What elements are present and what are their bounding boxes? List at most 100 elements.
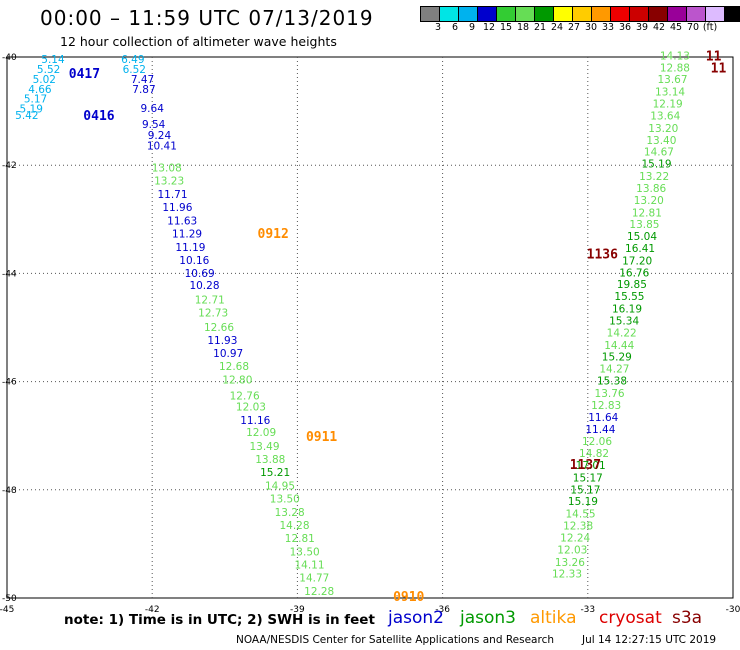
wave-height-value: 12.38	[563, 521, 593, 533]
legend-cryosat: cryosat	[599, 608, 662, 628]
color-scale-label: 45	[669, 22, 683, 33]
pass-time-label: 0911	[306, 430, 337, 445]
wave-height-value: 13.85	[629, 219, 659, 231]
pass-time-label: 0417	[69, 67, 100, 82]
x-tick-label: -39	[290, 605, 305, 615]
wave-height-value: 13.49	[249, 441, 279, 453]
wave-height-value: 12.33	[552, 569, 582, 581]
color-scale-label: 3	[434, 22, 442, 33]
wave-height-value: 12.88	[660, 62, 690, 74]
wave-height-value: 13.88	[255, 454, 285, 466]
color-scale-label: 70	[686, 22, 700, 33]
wave-height-value: 13.76	[595, 388, 625, 400]
x-tick-label: -30	[726, 605, 740, 615]
y-tick-label: -44	[2, 269, 17, 279]
color-scale-label: 21	[533, 22, 547, 33]
wave-height-value: 16.41	[625, 243, 655, 255]
wave-height-value: 11.64	[588, 412, 618, 424]
wave-height-value: 12.09	[246, 427, 276, 439]
wave-height-value: 7.47	[131, 74, 154, 86]
wave-height-value: 11.19	[175, 242, 205, 254]
wave-height-value: 13.28	[275, 507, 305, 519]
pass-time-label: 1136	[587, 247, 618, 262]
color-scale-bar	[420, 6, 740, 22]
wave-height-value: 16.19	[612, 304, 642, 316]
wave-height-value: 5.42	[15, 110, 38, 122]
color-scale-label: (ft)	[702, 22, 718, 33]
wave-height-value: 13.20	[648, 123, 678, 135]
color-scale-label: 18	[516, 22, 530, 33]
map-subtitle: 12 hour collection of altimeter wave hei…	[60, 34, 337, 49]
wave-height-value: 12.76	[230, 391, 260, 403]
footer-timestamp: Jul 14 12:27:15 UTC 2019	[582, 634, 717, 646]
wave-height-value: 15.34	[609, 315, 639, 327]
wave-height-value: 7.87	[132, 84, 155, 96]
wave-height-value: 12.81	[632, 207, 662, 219]
wave-height-value: 13.64	[650, 110, 680, 122]
wave-height-value: 14.67	[644, 147, 674, 159]
wave-height-value: 5.52	[37, 64, 60, 76]
wave-height-value: 12.19	[653, 99, 683, 111]
wave-height-value: 15.29	[602, 352, 632, 364]
x-tick-label: -42	[145, 605, 160, 615]
color-scale-label: 24	[550, 22, 564, 33]
wave-height-value: 13.86	[636, 183, 666, 195]
wave-height-value: 16.76	[619, 267, 649, 279]
color-scale-label: 15	[499, 22, 513, 33]
color-scale-label: 30	[584, 22, 598, 33]
color-scale-label: 6	[451, 22, 459, 33]
wave-height-value: 12.80	[222, 374, 252, 386]
legend-s3a: s3a	[672, 608, 703, 628]
wave-height-value: 12.03	[557, 544, 587, 556]
wave-height-value: 9.24	[148, 130, 172, 142]
wave-height-value: 13.50	[270, 493, 300, 505]
color-scale-label: 9	[468, 22, 476, 33]
wave-height-value: 4.66	[28, 84, 52, 96]
wave-height-value: 12.28	[304, 586, 334, 598]
wave-height-value: 13.08	[152, 162, 182, 174]
wave-height-value: 12.06	[582, 436, 612, 448]
wave-height-value: 17.20	[622, 255, 652, 267]
wave-height-value: 5.14	[41, 54, 65, 66]
wave-height-value: 13.22	[639, 171, 669, 183]
wave-height-value: 13.14	[655, 87, 685, 99]
pass-time-label: 11	[711, 61, 727, 76]
map-title: 00:00 – 11:59 UTC 07/13/2019	[40, 6, 374, 30]
wave-height-value: 5.02	[33, 74, 56, 86]
pass-time-label: 0416	[83, 109, 114, 124]
wave-height-value: 15.21	[260, 467, 290, 479]
x-tick-label: -33	[580, 605, 595, 615]
wave-height-value: 5.17	[24, 94, 47, 106]
y-tick-label: -40	[2, 53, 17, 63]
wave-height-value: 12.83	[591, 400, 621, 412]
wave-height-value: 19.85	[617, 279, 647, 291]
wave-height-value: 14.77	[299, 572, 329, 584]
wave-height-value: 13.20	[634, 195, 664, 207]
wave-height-value: 13.67	[657, 74, 687, 86]
wave-height-value: 10.97	[213, 348, 243, 360]
wave-height-value: 14.27	[599, 364, 629, 376]
x-tick-label: -45	[0, 605, 14, 615]
pass-time-label: 0912	[258, 227, 289, 242]
wave-height-value: 14.28	[279, 520, 309, 532]
color-scale-label: 33	[601, 22, 615, 33]
wave-height-value: 10.69	[185, 268, 215, 280]
wave-height-value: 11.29	[172, 228, 202, 240]
wave-height-value: 5.19	[20, 103, 43, 115]
footer-credit: NOAA/NESDIS Center for Satellite Applica…	[236, 634, 554, 646]
wave-height-value: 15.55	[614, 291, 644, 303]
wave-height-value: 9.54	[142, 119, 166, 131]
wave-height-value: 11.16	[240, 415, 270, 427]
wave-height-value: 15.17	[573, 472, 603, 484]
y-tick-label: -46	[2, 378, 17, 388]
wave-height-value: 12.71	[195, 294, 225, 306]
wave-height-value: 15.38	[597, 376, 627, 388]
color-scale-label: 42	[652, 22, 666, 33]
wave-height-value: 11.96	[162, 202, 192, 214]
wave-height-value: 9.64	[141, 103, 165, 115]
pass-time-label: 0910	[393, 590, 424, 605]
wave-height-value: 14.44	[604, 340, 634, 352]
wave-height-value: 12.73	[198, 307, 228, 319]
color-swatch	[724, 6, 740, 22]
